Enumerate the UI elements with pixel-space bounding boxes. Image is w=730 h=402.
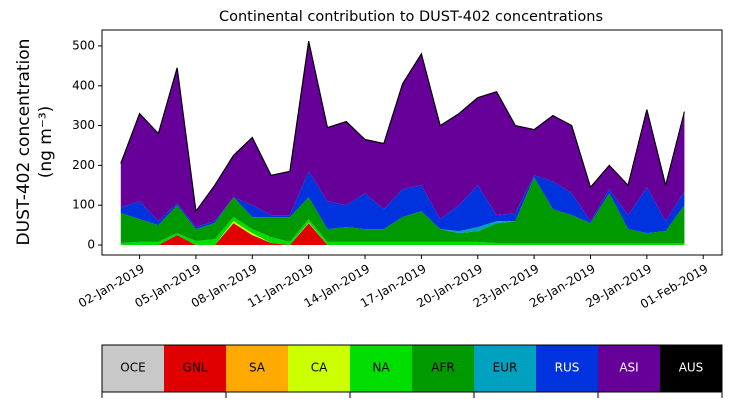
- legend-swatch: [536, 345, 598, 392]
- y-tick-label: 500: [72, 38, 95, 52]
- legend-swatch: [598, 345, 660, 392]
- total-line: [120, 41, 686, 213]
- chart-title: Continental contribution to DUST-402 con…: [219, 9, 603, 25]
- legend-label: GNL: [183, 361, 208, 375]
- legend-label: CA: [311, 361, 328, 375]
- area: [120, 41, 685, 228]
- legend-label: NA: [372, 361, 390, 375]
- y-tick-label: 200: [72, 158, 95, 172]
- legend-label: AUS: [679, 361, 704, 375]
- legend-swatch: [412, 345, 474, 392]
- legend-swatch: [102, 345, 164, 392]
- legend-label: EUR: [493, 361, 518, 375]
- y-tick-label: 300: [72, 118, 95, 132]
- legend-ticks: [101, 392, 723, 398]
- y-axis-label: (ng m⁻³): [36, 106, 56, 179]
- legend-label: SA: [249, 361, 266, 375]
- legend-swatch: [164, 345, 226, 392]
- legend-swatch: [288, 345, 350, 392]
- plot-frame: [101, 29, 723, 256]
- plot-area: [120, 41, 686, 246]
- legend-swatch: [474, 345, 536, 392]
- y-tick-label: 0: [87, 238, 95, 252]
- y-axis-label: DUST-402 concentration: [14, 39, 34, 246]
- legend-label: OCE: [120, 361, 145, 375]
- legend-swatch: [350, 345, 412, 392]
- legend-label: AFR: [431, 361, 454, 375]
- legend: OCE GNL SA CA NA AFR EUR RUS ASI AUS: [102, 345, 722, 392]
- legend-label: ASI: [619, 361, 638, 375]
- legend-frame: [101, 344, 723, 393]
- legend-swatch: [660, 345, 722, 392]
- area: [120, 171, 685, 234]
- y-tick-label: 100: [72, 198, 95, 212]
- legend-swatch: [226, 345, 288, 392]
- y-tick-label: 400: [72, 78, 95, 92]
- area: [120, 223, 685, 246]
- area: [120, 177, 685, 244]
- legend-label: RUS: [555, 361, 580, 375]
